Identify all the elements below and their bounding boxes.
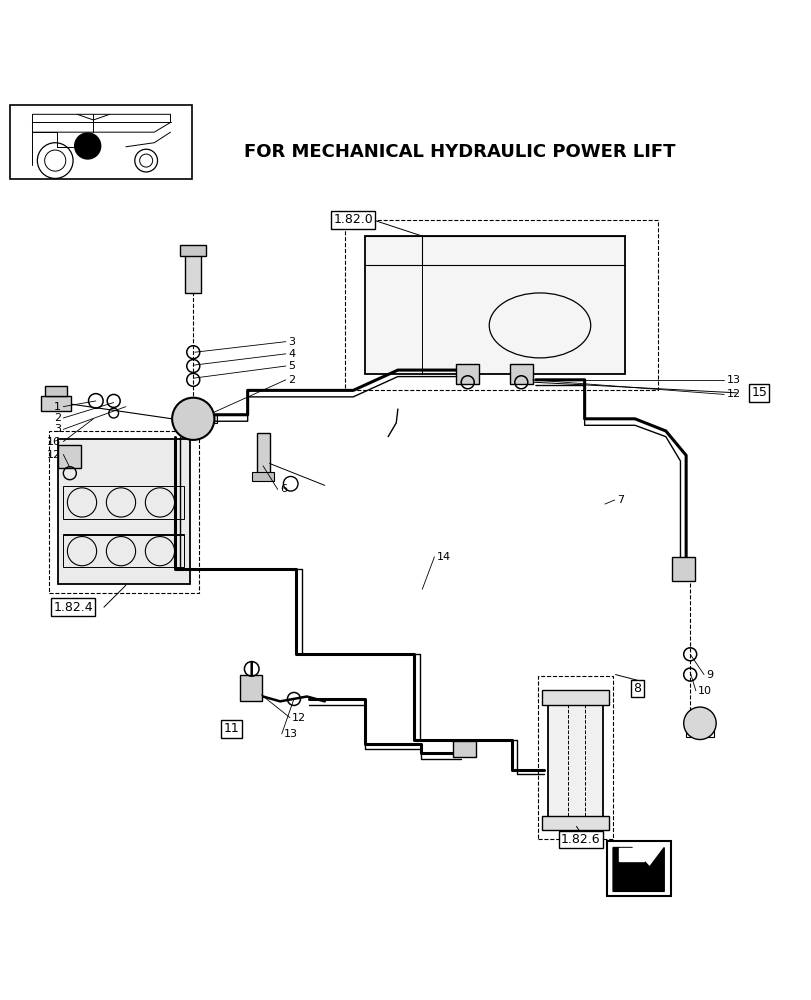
Text: 2: 2 [54,413,61,423]
Bar [49,431,199,593]
Text: 1.82.6: 1.82.6 [560,833,599,846]
Text: 12: 12 [47,450,61,460]
Text: 9: 9 [706,670,713,680]
Bar [542,690,608,705]
Text: 12: 12 [292,713,306,723]
Bar [63,534,183,567]
Bar [10,105,192,179]
Text: 5: 5 [288,361,295,371]
Bar [58,439,190,584]
Text: 1.82.4: 1.82.4 [54,601,92,614]
Bar [547,701,603,826]
Bar [180,245,206,256]
Text: 3: 3 [54,424,61,434]
Bar [672,557,694,581]
Text: 1.82.0: 1.82.0 [333,213,372,226]
Text: 1: 1 [54,402,61,412]
Bar [538,676,612,839]
Text: 12: 12 [726,389,740,399]
Bar [509,364,532,384]
Bar [63,486,183,519]
Text: 8: 8 [633,682,641,695]
Bar [453,741,475,757]
Text: 4: 4 [288,349,295,359]
Bar [607,841,670,896]
Text: 13: 13 [284,729,298,739]
Bar [185,252,201,293]
Text: 13: 13 [726,375,740,385]
Text: 7: 7 [616,495,624,505]
Circle shape [75,133,101,159]
Text: 11: 11 [223,722,239,735]
Bar [542,816,608,830]
Bar [365,236,624,374]
Bar [345,220,657,390]
Circle shape [172,398,214,440]
Text: 3: 3 [288,337,295,347]
Bar [251,472,274,481]
Circle shape [683,707,715,740]
Bar [41,396,71,411]
Text: 10: 10 [697,686,711,696]
Bar [239,675,262,701]
Text: 16: 16 [47,437,61,447]
Bar [45,386,67,396]
Polygon shape [612,848,663,891]
Text: 2: 2 [288,375,295,385]
Text: 15: 15 [750,386,766,399]
Bar [256,433,269,477]
Bar [172,415,217,423]
Polygon shape [618,848,643,861]
Bar [456,364,478,384]
Text: 6: 6 [280,484,287,494]
Bar [58,445,81,468]
Text: 14: 14 [436,552,450,562]
Text: FOR MECHANICAL HYDRAULIC POWER LIFT: FOR MECHANICAL HYDRAULIC POWER LIFT [243,143,674,161]
Bar [685,725,713,737]
